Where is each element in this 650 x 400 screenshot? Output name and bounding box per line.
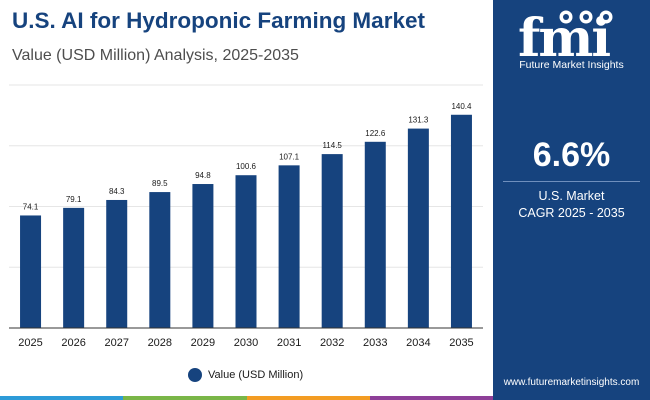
bottom-bar-segment-purple xyxy=(369,396,493,400)
bar-value-label: 122.6 xyxy=(365,129,386,138)
x-tick-label: 2034 xyxy=(406,337,430,349)
bottom-bar-segment-blue xyxy=(0,396,124,400)
legend-swatch xyxy=(188,368,202,382)
bar-value-label: 100.6 xyxy=(236,162,257,171)
bar-value-label: 74.1 xyxy=(23,202,39,211)
cagr-label-line2: CAGR 2025 - 2035 xyxy=(518,206,625,220)
bottom-bar-segment-orange xyxy=(246,396,370,400)
x-tick-label: 2032 xyxy=(320,337,344,349)
x-tick-label: 2025 xyxy=(18,337,42,349)
bottom-color-bar xyxy=(0,396,493,400)
bar xyxy=(20,215,42,328)
bar-value-label: 131.3 xyxy=(408,116,429,125)
bar xyxy=(321,154,343,328)
bar-value-label: 140.4 xyxy=(451,102,472,111)
legend-label: Value (USD Million) xyxy=(208,369,304,381)
x-tick-label: 2028 xyxy=(148,337,172,349)
bar xyxy=(106,199,128,328)
x-tick-label: 2033 xyxy=(363,337,387,349)
bar xyxy=(278,165,300,328)
x-tick-label: 2026 xyxy=(61,337,85,349)
x-tick-label: 2027 xyxy=(104,337,128,349)
bar xyxy=(192,184,214,328)
bar xyxy=(450,114,472,328)
bar xyxy=(364,141,386,328)
x-tick-label: 2031 xyxy=(277,337,301,349)
bar-value-label: 94.8 xyxy=(195,171,211,180)
chart-legend: Value (USD Million) xyxy=(188,368,303,382)
bar xyxy=(235,175,257,328)
bottom-bar-segment-green xyxy=(123,396,247,400)
x-tick-label: 2029 xyxy=(191,337,215,349)
bar-value-label: 84.3 xyxy=(109,187,125,196)
bar-chart: 74.1 2025 79.1 2026 84.3 2027 89.5 2028 94.8 2029… xyxy=(9,84,483,349)
website-link[interactable]: www.futuremarketinsights.com xyxy=(503,377,640,388)
chart-title: U.S. AI for Hydroponic Farming Market xyxy=(12,8,425,33)
cagr-value: 6.6% xyxy=(532,136,611,174)
x-tick-label: 2030 xyxy=(234,337,258,349)
bar-value-label: 79.1 xyxy=(66,195,82,204)
kpi-divider xyxy=(503,181,640,182)
kpi-side-panel: fmi Future Market Insights 6.6% U.S. Mar… xyxy=(493,0,650,400)
bar xyxy=(407,128,429,328)
logo-text: Future Market Insights xyxy=(519,59,624,71)
bar-value-label: 114.5 xyxy=(322,141,342,150)
cagr-label: U.S. Market CAGR 2025 - 2035 xyxy=(493,188,650,222)
x-tick-label: 2035 xyxy=(449,337,473,349)
chart-subtitle: Value (USD Million) Analysis, 2025-2035 xyxy=(12,47,299,64)
cagr-label-line1: U.S. Market xyxy=(538,189,605,203)
fmi-logo: fmi xyxy=(518,8,613,60)
bar xyxy=(63,207,85,328)
bar-value-label: 89.5 xyxy=(152,179,168,188)
bar xyxy=(149,192,171,328)
bar-value-label: 107.1 xyxy=(279,152,300,161)
